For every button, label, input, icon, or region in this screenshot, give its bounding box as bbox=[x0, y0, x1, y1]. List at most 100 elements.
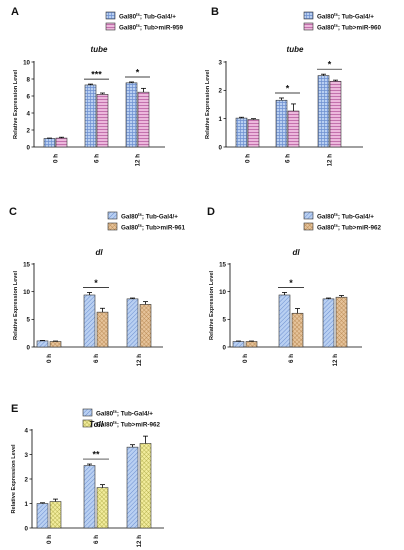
bar bbox=[49, 501, 62, 529]
legend-swatch bbox=[107, 222, 118, 231]
y-tick-label: 4 bbox=[27, 110, 31, 117]
significance-label: * bbox=[328, 60, 332, 70]
y-axis-label: Relative Expression Level bbox=[205, 70, 211, 139]
legend-swatch bbox=[105, 11, 116, 20]
panel-letter: D bbox=[207, 206, 215, 218]
bar bbox=[96, 311, 109, 348]
bar bbox=[96, 94, 109, 148]
bar bbox=[329, 80, 342, 148]
panel-letter: A bbox=[11, 6, 19, 18]
y-tick-label: 5 bbox=[223, 317, 227, 324]
panel-a: A Gal80ts; Tub-Gal4/+ Gal80ts; Tub>miR-959… bbox=[11, 6, 183, 166]
panel-e: E Gal80ts; Tub-Gal4/+ Gal80ts; Tub>miR-962… bbox=[11, 403, 164, 547]
bar bbox=[137, 91, 150, 148]
y-tick-label: 0 bbox=[27, 344, 31, 351]
bar bbox=[291, 312, 304, 348]
y-tick-label: 2 bbox=[219, 88, 223, 95]
panel-b: B Gal80ts; Tub-Gal4/+ Gal80ts; Tub>miR-960… bbox=[205, 6, 381, 166]
legend-swatch bbox=[82, 419, 93, 428]
y-tick-label: 5 bbox=[27, 317, 31, 324]
bar bbox=[36, 340, 49, 348]
bar bbox=[125, 82, 138, 148]
x-tick-label: 12 h bbox=[135, 154, 142, 167]
legend-label: Gal80ts; Tub-Gal4/+ bbox=[317, 212, 374, 220]
legend-label: Gal80ts; Tub-Gal4/+ bbox=[96, 409, 153, 417]
bar bbox=[335, 296, 348, 348]
x-tick-label: 12 h bbox=[327, 154, 334, 167]
legend-swatch bbox=[303, 22, 314, 31]
bar bbox=[84, 84, 97, 148]
x-tick-label: 0 h bbox=[53, 154, 60, 163]
bar bbox=[275, 99, 288, 148]
x-tick-label: 6 h bbox=[285, 154, 292, 163]
significance-label: * bbox=[286, 83, 290, 93]
bar bbox=[235, 117, 248, 148]
chart-title: Toll bbox=[89, 420, 104, 429]
y-tick-label: 0 bbox=[219, 144, 223, 151]
legend-swatch bbox=[105, 22, 116, 31]
x-tick-label: 0 h bbox=[46, 535, 53, 544]
bar bbox=[247, 119, 260, 148]
panel-d: D Gal80ts; Tub-Gal4/+ Gal80ts; Tub>miR-962… bbox=[207, 206, 381, 366]
y-axis-label: Relative Expression Level bbox=[13, 70, 19, 139]
significance-label: ** bbox=[92, 450, 100, 460]
bar bbox=[49, 341, 62, 348]
legend-swatch bbox=[303, 211, 314, 220]
chart-title: tube bbox=[287, 45, 304, 54]
x-tick-label: 0 h bbox=[46, 354, 53, 363]
bar bbox=[139, 443, 152, 529]
significance-label: *** bbox=[91, 70, 102, 80]
bar bbox=[287, 110, 300, 148]
y-tick-label: 10 bbox=[23, 289, 30, 296]
y-tick-label: 8 bbox=[27, 76, 31, 83]
bar bbox=[83, 465, 96, 529]
significance-label: * bbox=[94, 278, 98, 288]
x-tick-label: 6 h bbox=[93, 354, 100, 363]
bar bbox=[139, 304, 152, 348]
y-axis-label: Relative Expression Level bbox=[13, 271, 19, 340]
y-tick-label: 15 bbox=[219, 261, 226, 268]
bar bbox=[278, 294, 291, 348]
y-tick-label: 4 bbox=[25, 427, 29, 434]
legend-label: Gal80ts; Tub-Gal4/+ bbox=[121, 212, 178, 220]
y-tick-label: 15 bbox=[23, 261, 30, 268]
significance-label: * bbox=[136, 67, 140, 77]
bar bbox=[43, 138, 56, 148]
significance-label: * bbox=[289, 278, 293, 288]
bar bbox=[317, 75, 330, 148]
y-tick-label: 0 bbox=[25, 525, 29, 532]
bar bbox=[322, 298, 335, 348]
panel-letter: C bbox=[9, 206, 17, 218]
y-tick-label: 3 bbox=[219, 59, 223, 66]
x-tick-label: 6 h bbox=[93, 535, 100, 544]
y-tick-label: 2 bbox=[25, 476, 29, 483]
y-tick-label: 2 bbox=[27, 127, 31, 134]
legend-label: Gal80ts; Tub>miR-961 bbox=[121, 223, 185, 231]
bar bbox=[232, 341, 245, 348]
panel-letter: E bbox=[11, 403, 18, 415]
bar bbox=[126, 298, 139, 348]
y-tick-label: 1 bbox=[219, 116, 223, 123]
x-tick-label: 0 h bbox=[242, 354, 249, 363]
chart-title: dl bbox=[292, 248, 300, 257]
legend-label: Gal80ts; Tub>miR-959 bbox=[119, 23, 183, 31]
panel-c: C Gal80ts; Tub-Gal4/+ Gal80ts; Tub>miR-961… bbox=[9, 206, 185, 366]
legend-swatch bbox=[82, 408, 93, 417]
x-tick-label: 6 h bbox=[94, 154, 101, 163]
y-tick-label: 6 bbox=[27, 93, 31, 100]
legend-label: Gal80ts; Tub>miR-960 bbox=[317, 23, 381, 31]
y-tick-label: 10 bbox=[219, 289, 226, 296]
chart-title: dl bbox=[95, 248, 103, 257]
y-axis-label: Relative Expression Level bbox=[209, 271, 215, 340]
bar bbox=[55, 137, 68, 148]
y-tick-label: 0 bbox=[27, 144, 31, 151]
bar bbox=[83, 294, 96, 348]
legend-swatch bbox=[303, 222, 314, 231]
bar bbox=[96, 487, 109, 529]
y-tick-label: 3 bbox=[25, 452, 29, 459]
legend-label: Gal80ts; Tub>miR-962 bbox=[96, 420, 160, 428]
x-tick-label: 12 h bbox=[136, 535, 143, 548]
x-tick-label: 12 h bbox=[136, 354, 143, 367]
bar bbox=[36, 503, 49, 529]
